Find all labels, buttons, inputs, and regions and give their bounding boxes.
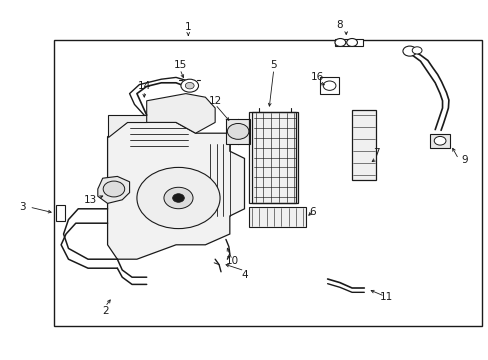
Circle shape xyxy=(323,81,335,90)
Text: 8: 8 xyxy=(336,20,343,30)
Circle shape xyxy=(433,136,445,145)
Circle shape xyxy=(227,123,248,139)
Polygon shape xyxy=(107,115,146,137)
Text: 14: 14 xyxy=(137,81,151,91)
Text: 2: 2 xyxy=(102,306,108,316)
Circle shape xyxy=(103,181,124,197)
Bar xyxy=(429,134,449,148)
Bar xyxy=(249,112,295,203)
Circle shape xyxy=(402,46,416,56)
Circle shape xyxy=(346,39,357,46)
Circle shape xyxy=(411,47,421,54)
Circle shape xyxy=(185,82,194,89)
Bar xyxy=(249,207,305,227)
Text: 15: 15 xyxy=(173,60,186,70)
Text: 1: 1 xyxy=(184,22,191,32)
Circle shape xyxy=(137,167,220,229)
Text: 11: 11 xyxy=(379,292,392,302)
Circle shape xyxy=(181,79,198,92)
Bar xyxy=(54,40,481,326)
Text: 7: 7 xyxy=(372,148,379,158)
Text: 5: 5 xyxy=(270,60,277,70)
Polygon shape xyxy=(146,94,215,133)
Text: 3: 3 xyxy=(19,202,25,212)
Bar xyxy=(320,77,338,94)
Circle shape xyxy=(172,194,184,202)
Text: 10: 10 xyxy=(225,256,238,266)
Text: 9: 9 xyxy=(460,155,467,165)
Bar xyxy=(334,39,363,46)
Polygon shape xyxy=(98,176,129,203)
Text: 4: 4 xyxy=(241,270,247,280)
Bar xyxy=(251,112,298,203)
Text: 12: 12 xyxy=(208,96,222,106)
Text: 13: 13 xyxy=(83,195,97,205)
Circle shape xyxy=(334,39,345,46)
Polygon shape xyxy=(107,122,244,259)
Bar xyxy=(226,119,249,144)
Text: 16: 16 xyxy=(310,72,324,82)
Bar xyxy=(351,110,375,180)
Bar xyxy=(56,205,65,221)
Circle shape xyxy=(163,187,193,209)
Text: 6: 6 xyxy=(309,207,316,217)
